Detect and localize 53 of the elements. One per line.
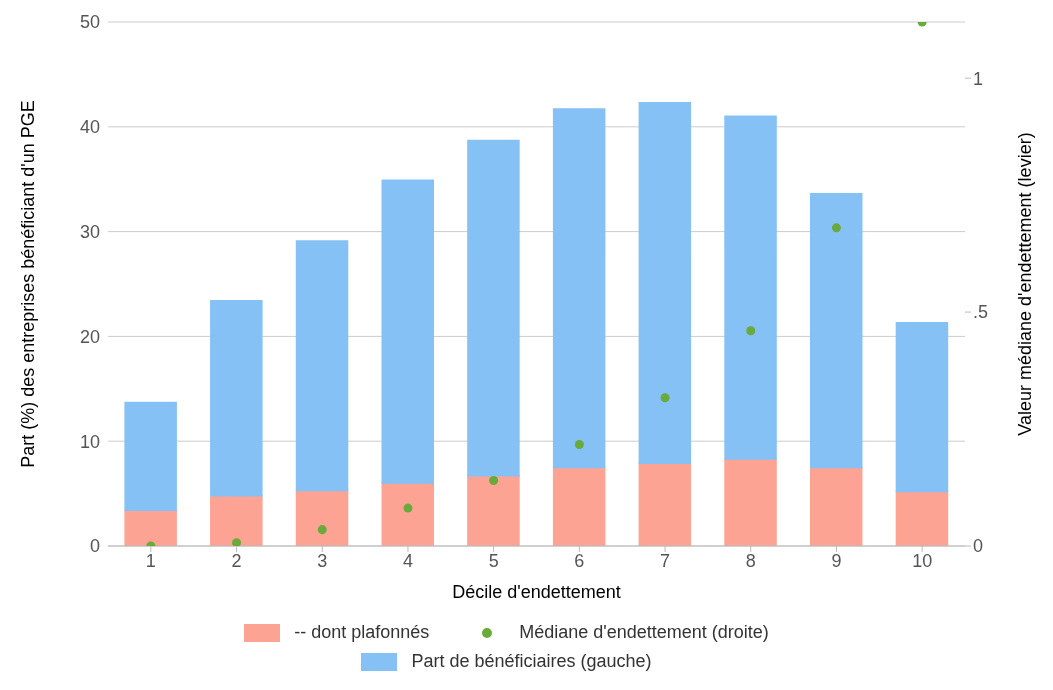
x-tick-label: 3 [317,550,328,571]
legend-label: -- dont plafonnés [294,622,430,643]
x-tick-label: 2 [231,550,242,571]
bar [552,108,606,469]
bar [295,489,349,546]
bar [295,240,349,492]
point [574,439,584,449]
x-tick-label: 6 [574,550,585,571]
bar [724,458,777,546]
y-tick-label: 50 [79,12,100,33]
y-tick-label: 0 [89,536,100,557]
y2-tick-label: 0 [973,536,984,557]
x-tick-label: 4 [402,550,413,571]
point [660,393,670,403]
y-tick-label: 10 [79,431,100,452]
legend-label: Médiane d'endettement (droite) [519,622,769,643]
bar [210,494,263,546]
y2-tick-label: 1 [973,68,984,89]
y-tick-label: 30 [79,221,100,242]
x-tick-label: 9 [831,550,842,571]
point [489,475,499,486]
y2-tick-label: .5 [973,302,989,323]
bar [895,490,949,546]
bar [124,401,177,512]
x-tick-label: 10 [912,550,933,571]
bar [552,466,606,546]
bar [381,179,434,484]
point [403,503,413,513]
bar [381,482,434,546]
bar [210,300,263,497]
bar [638,101,692,464]
bar [467,139,520,477]
y-tick-label: 40 [79,117,100,138]
point [831,223,841,233]
bar [467,475,520,546]
y-tick-label: 20 [79,326,100,347]
bar [809,466,863,546]
x-axis-title: Décile d'endettement [452,582,621,602]
legend-label: Part de bénéficiaires (gauche) [411,651,652,672]
x-tick-label: 5 [488,550,499,571]
y2-axis-title: Valeur médiane d'endettement (levier) [1015,132,1036,436]
x-tick-label: 1 [145,550,156,571]
bar [638,462,692,546]
bar [724,115,777,460]
point [746,326,756,336]
point [317,525,327,535]
x-tick-label: 7 [660,550,671,571]
bar [809,193,863,469]
x-tick-label: 8 [745,550,756,571]
y-axis-title: Part (%) des entreprises bénéficiant d'un PGE [18,100,39,468]
point [232,538,242,546]
bar [124,509,177,546]
bar [895,322,949,493]
